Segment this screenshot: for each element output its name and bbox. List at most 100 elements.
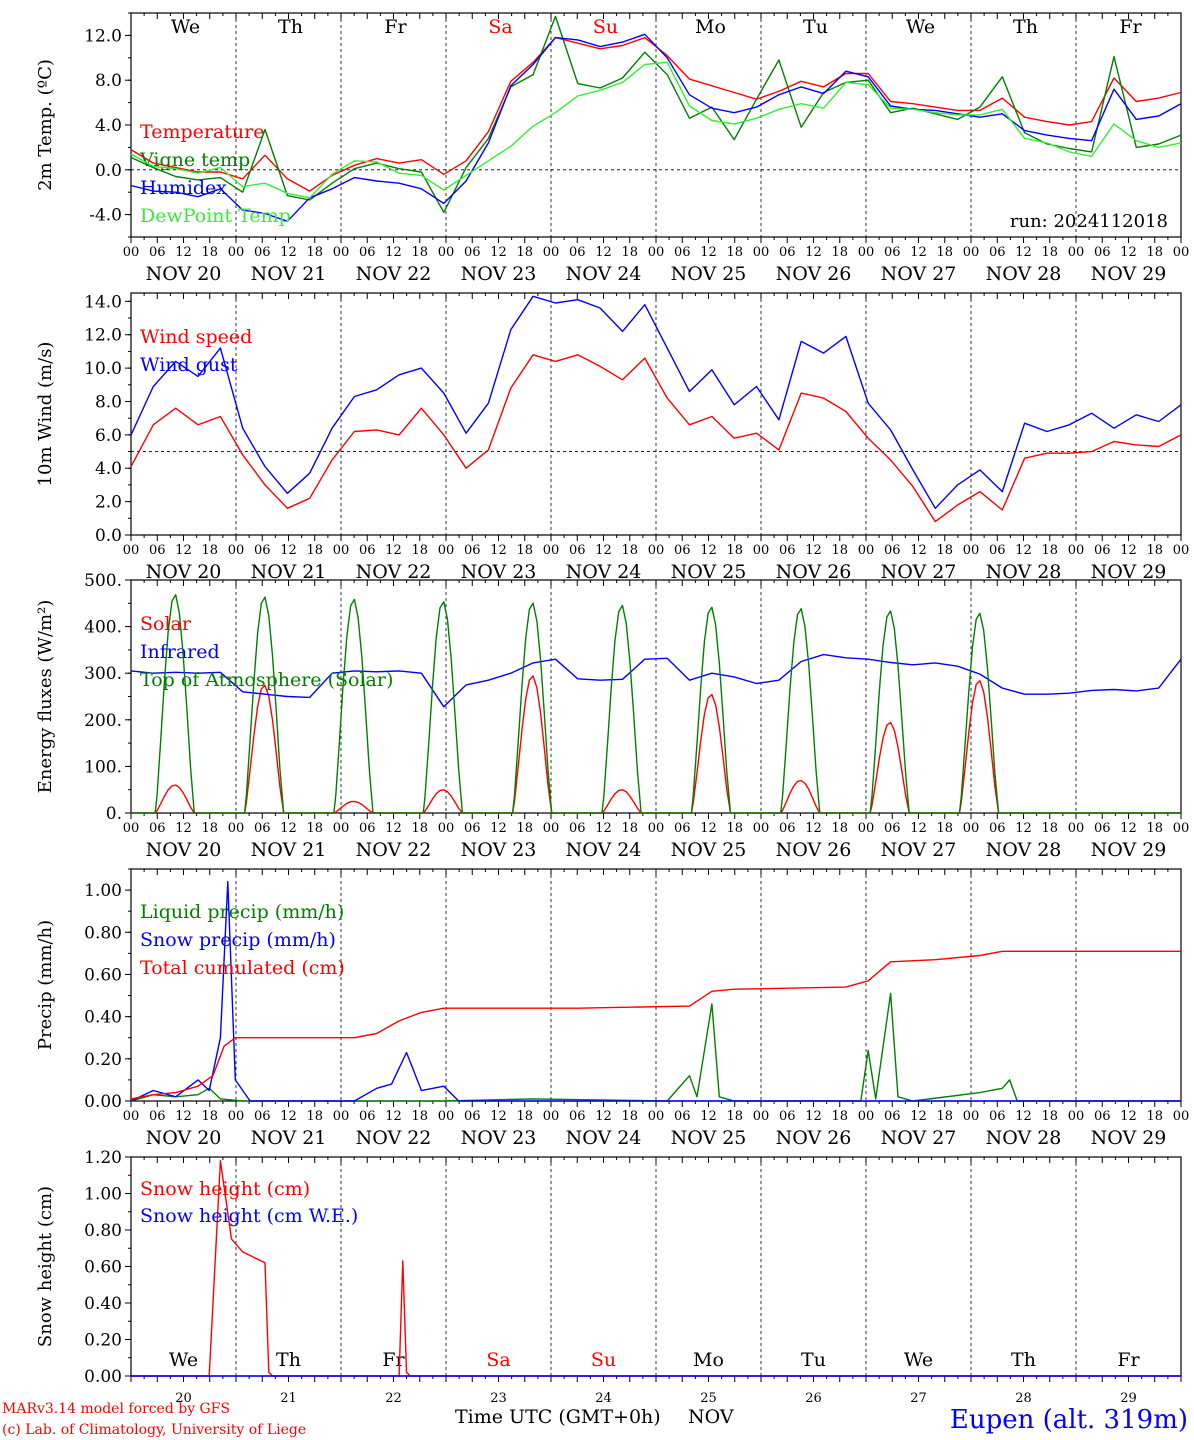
hour-tick-label: 00 (333, 1109, 350, 1124)
hour-tick-label: 12 (1120, 1109, 1137, 1124)
hour-tick-label: 00 (438, 821, 455, 836)
hour-tick-label: 00 (1068, 1109, 1085, 1124)
hour-tick-label: 06 (149, 543, 166, 558)
date-label: NOV 24 (566, 263, 642, 285)
hour-tick-label: 12 (1015, 245, 1032, 260)
hour-tick-label: 06 (464, 1109, 481, 1124)
hour-tick-label: 12 (595, 1109, 612, 1124)
date-label: NOV 24 (566, 1127, 642, 1149)
hour-tick-label: 12 (175, 543, 192, 558)
hour-tick-label: 12 (700, 821, 717, 836)
y-tick-label: 0.60 (84, 1258, 122, 1278)
hour-tick-label: 00 (1173, 543, 1190, 558)
hour-tick-label: 06 (254, 245, 271, 260)
legend-entry: Snow height (cm) (140, 1178, 310, 1200)
hour-tick-label: 06 (674, 1109, 691, 1124)
hour-tick-label: 18 (1146, 821, 1163, 836)
weekday-label: Mo (695, 16, 726, 38)
y-tick-label: 400. (84, 618, 122, 638)
y-tick-label: 0.0 (95, 526, 122, 546)
hour-tick-label: 12 (490, 1109, 507, 1124)
hour-tick-label: 00 (858, 543, 875, 558)
hour-tick-label: 18 (726, 245, 743, 260)
y-axis-label: Energy fluxes (W/m²) (35, 600, 56, 794)
hour-tick-label: 18 (1146, 1109, 1163, 1124)
hour-tick-label: 06 (254, 821, 271, 836)
date-label: NOV 26 (776, 839, 852, 861)
date-label: NOV 27 (881, 839, 957, 861)
hour-tick-label: 18 (621, 543, 638, 558)
hour-tick-label: 12 (1120, 245, 1137, 260)
run-label: run: 2024112018 (1010, 211, 1168, 232)
date-label: NOV 21 (251, 561, 327, 583)
hour-tick-label: 06 (149, 1109, 166, 1124)
date-label: NOV 28 (986, 263, 1062, 285)
day-number-label: 26 (805, 1391, 822, 1406)
weekday-label: Th (1013, 16, 1038, 38)
hour-tick-label: 12 (490, 245, 507, 260)
date-label: NOV 22 (356, 263, 432, 285)
series-line-humidex (130, 33, 1182, 222)
hour-tick-label: 12 (805, 821, 822, 836)
date-label: NOV 26 (776, 561, 852, 583)
day-number-label: 23 (490, 1391, 507, 1406)
hour-tick-label: 12 (1015, 821, 1032, 836)
hour-tick-label: 12 (385, 543, 402, 558)
date-label: NOV 24 (566, 839, 642, 861)
y-tick-label: -4.0 (89, 206, 122, 226)
hour-tick-label: 12 (805, 1109, 822, 1124)
hour-tick-label: 06 (359, 1109, 376, 1124)
y-tick-label: 1.00 (84, 881, 122, 901)
date-label: NOV 28 (986, 561, 1062, 583)
weekday-label: Fr (382, 1349, 405, 1371)
hour-tick-label: 00 (333, 821, 350, 836)
hour-tick-label: 06 (779, 1109, 796, 1124)
y-tick-label: 100. (84, 757, 122, 777)
date-label: NOV 25 (671, 263, 747, 285)
hour-tick-label: 06 (464, 245, 481, 260)
date-label: NOV 20 (146, 263, 222, 285)
hour-tick-label: 12 (490, 543, 507, 558)
hour-tick-label: 06 (884, 1109, 901, 1124)
weekday-label: Tu (801, 1349, 826, 1371)
day-number-label: 27 (910, 1391, 927, 1406)
hour-tick-label: 00 (228, 543, 245, 558)
hour-tick-label: 18 (306, 1109, 323, 1124)
hour-tick-label: 00 (753, 1109, 770, 1124)
hour-tick-label: 18 (726, 543, 743, 558)
y-tick-label: 0.40 (84, 1294, 122, 1314)
legend-entry: DewPoint Temp (140, 205, 291, 227)
hour-tick-label: 06 (569, 1109, 586, 1124)
hour-tick-label: 00 (1068, 543, 1085, 558)
legend-entry: Vigne temp (139, 149, 250, 171)
hour-tick-label: 00 (753, 245, 770, 260)
series-line-liquid-precip-mm-h- (130, 992, 1181, 1102)
hour-tick-label: 18 (936, 543, 953, 558)
hour-tick-label: 00 (228, 821, 245, 836)
hour-tick-label: 18 (516, 543, 533, 558)
y-tick-label: 0.00 (84, 1367, 122, 1387)
hour-tick-label: 06 (1094, 821, 1111, 836)
hour-tick-label: 06 (359, 245, 376, 260)
hour-tick-label: 18 (201, 245, 218, 260)
series-line-total-cumulated-cm- (130, 950, 1181, 1100)
hour-tick-label: 06 (464, 543, 481, 558)
legend-entry: Liquid precip (mm/h) (140, 901, 344, 923)
date-label: NOV 29 (1091, 1127, 1167, 1149)
hour-tick-label: 06 (1094, 1109, 1111, 1124)
date-label: NOV 20 (146, 839, 222, 861)
hour-tick-label: 06 (254, 1109, 271, 1124)
weekday-label: Th (1011, 1349, 1036, 1371)
y-tick-label: 1.00 (84, 1185, 122, 1205)
lab-credit: (c) Lab. of Climatology, University of L… (2, 1422, 306, 1438)
hour-tick-label: 18 (621, 1109, 638, 1124)
hour-tick-label: 18 (936, 821, 953, 836)
date-label: NOV 25 (671, 561, 747, 583)
series-line-dewpoint-temp (130, 61, 1182, 199)
panel-5: 1.20 1.00 0.80 0.60 0.40 0.20 0.00 Snow height … (35, 1148, 1182, 1406)
hour-tick-label: 06 (254, 543, 271, 558)
date-label: NOV 27 (881, 1127, 957, 1149)
hour-tick-label: 12 (1120, 821, 1137, 836)
y-tick-label: 0.80 (84, 923, 122, 943)
